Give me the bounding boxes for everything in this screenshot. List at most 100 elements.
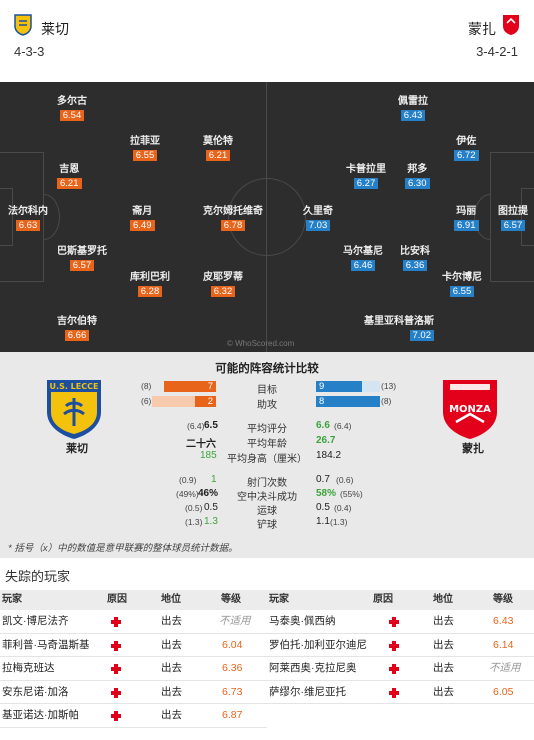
player-link[interactable]: 凯文·博尼法齐	[2, 615, 69, 627]
home-shots-paren: (0.9)	[179, 475, 197, 485]
player-rating: 6.72	[454, 150, 479, 161]
player-away-6[interactable]: 玛丽 6.91	[454, 206, 479, 231]
away-penalty-box	[490, 152, 534, 282]
player-rating: 6.91	[454, 220, 479, 231]
col-player: 玩家	[2, 594, 22, 605]
player-name: 玛丽	[456, 206, 477, 217]
player-link[interactable]: 萨缪尔·维尼亚托	[269, 685, 346, 698]
player-name: 伊佐	[456, 136, 477, 147]
rating-text: 6.04	[222, 638, 243, 651]
player-home-11[interactable]: 吉尔伯特 6.66	[57, 316, 97, 341]
away-aerials-paren: (55%)	[340, 489, 363, 499]
player-home-4[interactable]: 吉恩 6.21	[57, 164, 82, 189]
table-row: 阿莱西奥·克拉尼奥 出去 不适用	[267, 657, 534, 681]
player-rating: 6.46	[350, 260, 376, 271]
player-home-3[interactable]: 莫伦特 6.21	[203, 136, 233, 161]
home-formation: 4-3-3	[14, 44, 45, 59]
player-rating: 6.55	[132, 150, 158, 161]
player-away-3[interactable]: 卡普拉里 6.27	[346, 164, 386, 189]
table-row: 安东尼诺·加洛 出去 6.73	[0, 681, 267, 704]
player-away-11[interactable]: 基里亚科普洛斯 7.02	[364, 316, 434, 341]
match-header: 莱切 4-3-3 蒙扎 3-4-2-1	[0, 0, 534, 82]
player-away-4[interactable]: 邦多 6.30	[405, 164, 430, 189]
away-goals-paren: (13)	[381, 381, 397, 391]
table-header: 玩家 原因 地位 等级	[0, 590, 267, 610]
away-shots-paren: (0.6)	[336, 475, 354, 485]
away-goals-bar-fill: 9	[316, 381, 363, 392]
player-link[interactable]: 罗伯托·加利亚尔迪尼	[269, 638, 367, 651]
injury-icon	[389, 640, 399, 651]
comparison-footnote: * 括号（x）中的数值是意甲联赛的整体球员统计数据。	[8, 543, 238, 554]
home-goals-bar: 7	[152, 381, 216, 392]
table-row: 萨缪尔·维尼亚托 出去 6.05	[267, 681, 534, 704]
missing-players-title: 失踪的玩家	[5, 569, 71, 584]
home-avg-age: 二十六	[186, 439, 216, 450]
away-tackles: 1.1	[316, 516, 330, 527]
home-dribbles-paren: (0.5)	[185, 503, 203, 513]
player-home-1[interactable]: 多尔古 6.54	[57, 96, 87, 121]
player-link[interactable]: 马泰奥·佩西纳	[269, 615, 336, 627]
player-name: 马尔基尼	[343, 246, 383, 257]
away-dribbles: 0.5	[316, 502, 330, 513]
table-row: 菲利普·马奇温斯基 出去 6.04	[0, 634, 267, 657]
status-text: 出去	[161, 709, 182, 721]
rating-text: 6.87	[222, 709, 243, 721]
player-away-10[interactable]: 卡尔博尼 6.55	[442, 272, 482, 297]
status-text: 出去	[433, 685, 454, 698]
player-home-5[interactable]: 法尔科内 6.63	[8, 206, 48, 231]
player-rating: 6.63	[15, 220, 41, 231]
away-avg-age: 26.7	[316, 435, 336, 446]
away-shots: 0.7	[316, 474, 330, 485]
player-name: 卡普拉里	[346, 164, 386, 175]
player-home-10[interactable]: 皮耶罗蒂 6.32	[203, 272, 243, 297]
monza-crest-icon	[503, 15, 519, 35]
table-row: 基亚诺达·加斯帕 出去 6.87	[0, 704, 267, 728]
col-rating: 等级	[493, 594, 513, 605]
monza-big-crest-icon: MONZA	[443, 380, 497, 439]
player-rating: 6.28	[137, 286, 163, 297]
lecce-crest-text: U.S. LECCE	[50, 382, 99, 391]
away-formation: 3-4-2-1	[476, 44, 518, 59]
home-team-name[interactable]: 莱切	[41, 21, 69, 37]
player-away-2[interactable]: 伊佐 6.72	[454, 136, 479, 161]
player-rating: 6.21	[57, 178, 82, 189]
player-rating: 6.36	[402, 260, 428, 271]
player-name: 基里亚科普洛斯	[364, 316, 434, 327]
player-link[interactable]: 安东尼诺·加洛	[2, 685, 69, 698]
home-avg-height: 185	[200, 450, 217, 461]
player-link[interactable]: 基亚诺达·加斯帕	[2, 709, 79, 721]
player-away-9[interactable]: 比安科 6.36	[400, 246, 430, 271]
player-link[interactable]: 菲利普·马奇温斯基	[2, 638, 90, 651]
rating-text: 不适用	[219, 615, 251, 627]
center-circle	[228, 178, 306, 256]
player-link[interactable]: 拉梅克班达	[2, 662, 55, 674]
player-rating: 6.27	[353, 178, 379, 189]
player-link[interactable]: 阿莱西奥·克拉尼奥	[269, 662, 357, 674]
player-away-5[interactable]: 久里奇 7.03	[303, 206, 333, 231]
away-team-name[interactable]: 蒙扎	[468, 21, 496, 37]
table-row: 罗伯托·加利亚尔迪尼 出去 6.14	[267, 634, 534, 657]
aerials-label: 空中决斗成功	[237, 492, 297, 503]
player-away-1[interactable]: 佩雷拉 6.43	[398, 96, 428, 121]
player-name: 皮耶罗蒂	[203, 272, 243, 283]
col-reason: 原因	[107, 594, 127, 605]
player-name: 卡尔博尼	[442, 272, 482, 283]
table-row: 马泰奥·佩西纳 出去 6.43	[267, 610, 534, 634]
player-home-7[interactable]: 克尔姆托维奇 6.78	[203, 206, 263, 231]
player-name: 拉菲亚	[130, 136, 160, 147]
player-home-9[interactable]: 库利巴利 6.28	[130, 272, 170, 297]
player-away-8[interactable]: 马尔基尼 6.46	[343, 246, 383, 271]
injury-icon	[111, 617, 121, 627]
home-goals-value: 7	[207, 381, 213, 392]
home-aerials-paren: (49%)	[176, 489, 199, 499]
player-home-8[interactable]: 巴斯基罗托 6.57	[57, 246, 107, 271]
away-avg-height: 184.2	[316, 450, 342, 461]
player-away-7[interactable]: 图拉提 6.57	[498, 206, 528, 231]
player-name: 库利巴利	[130, 272, 170, 283]
dribbles-label: 运球	[257, 506, 277, 517]
home-missing-table: 玩家 原因 地位 等级 凯文·博尼法齐 出去 不适用 菲利普·马奇温斯基 出去 …	[0, 590, 267, 728]
lecce-crest-icon	[14, 14, 32, 36]
player-home-2[interactable]: 拉菲亚 6.55	[130, 136, 160, 161]
player-home-6[interactable]: 斋月 6.49	[130, 206, 155, 231]
home-six-yard-box	[0, 188, 13, 246]
